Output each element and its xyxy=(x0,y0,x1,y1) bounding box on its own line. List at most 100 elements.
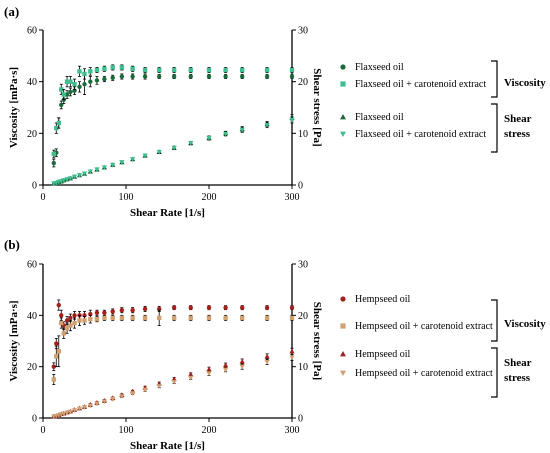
data-point xyxy=(59,87,64,92)
data-point xyxy=(223,67,228,73)
data-point xyxy=(64,318,70,323)
data-point xyxy=(142,153,148,159)
legend-marker-square xyxy=(340,323,346,329)
data-point xyxy=(264,122,270,128)
data-point xyxy=(119,74,125,79)
data-point xyxy=(206,135,212,141)
data-point xyxy=(264,74,270,79)
y-right-tick-label: 30 xyxy=(298,260,308,271)
data-point xyxy=(101,399,108,405)
data-point xyxy=(64,92,70,97)
data-point xyxy=(68,323,73,328)
group-label: Viscosity xyxy=(504,77,546,89)
data-point xyxy=(130,74,135,79)
data-point xyxy=(171,145,177,151)
legend-label: Flaxseed oil + carotenoid extract xyxy=(355,79,486,90)
data-point xyxy=(94,67,100,73)
data-point xyxy=(239,358,245,364)
legend-label: Flaxseed oil + carotenoid extract xyxy=(355,129,486,140)
data-point xyxy=(289,315,295,321)
y-axis-left-title: Viscosity [mPa·s] xyxy=(8,300,20,381)
data-point xyxy=(289,348,295,354)
data-point xyxy=(77,84,82,90)
data-point xyxy=(171,305,177,310)
data-point xyxy=(51,364,56,369)
data-point xyxy=(240,67,245,73)
data-point xyxy=(206,371,212,376)
series-square xyxy=(51,64,295,159)
data-point xyxy=(206,305,212,310)
data-point xyxy=(54,354,59,359)
data-point xyxy=(56,302,61,308)
data-point xyxy=(264,315,270,321)
data-point xyxy=(71,408,78,413)
data-point xyxy=(188,305,193,310)
data-point xyxy=(64,177,70,182)
data-point xyxy=(206,74,212,79)
data-point xyxy=(110,309,115,314)
data-point xyxy=(87,169,93,175)
data-point xyxy=(264,353,270,359)
y-left-tick-label: 20 xyxy=(27,129,37,140)
data-point xyxy=(56,349,61,354)
data-point xyxy=(67,409,73,415)
data-point xyxy=(71,174,78,180)
data-point xyxy=(64,325,70,331)
data-point xyxy=(102,310,107,315)
data-point xyxy=(130,157,136,162)
data-point xyxy=(264,305,270,310)
data-point xyxy=(223,74,228,79)
data-point xyxy=(223,131,229,137)
data-point xyxy=(54,125,59,131)
x-tick-label: 0 xyxy=(41,425,46,436)
y-left-tick-label: 40 xyxy=(27,77,37,88)
data-point xyxy=(61,331,66,336)
data-point xyxy=(81,171,88,177)
data-point xyxy=(223,362,229,368)
series-square xyxy=(51,309,295,386)
data-point xyxy=(206,366,212,372)
data-point xyxy=(81,405,88,410)
data-point xyxy=(188,375,194,381)
x-tick-label: 300 xyxy=(285,192,300,203)
data-point xyxy=(171,74,177,79)
data-point xyxy=(239,127,245,133)
data-point xyxy=(94,167,100,173)
data-point xyxy=(130,308,135,313)
data-point xyxy=(94,78,100,83)
data-point xyxy=(76,173,83,178)
data-point xyxy=(110,396,116,402)
data-point xyxy=(119,315,125,321)
data-point xyxy=(119,308,125,313)
panel-label: (a) xyxy=(4,4,19,19)
legend-marker-triangle-down xyxy=(340,131,346,137)
legend-label: Flaxseed oil xyxy=(355,112,404,123)
y-left-tick-label: 20 xyxy=(27,362,37,373)
legend-label: Hempseed oil xyxy=(355,294,410,305)
data-point xyxy=(51,151,56,157)
data-point xyxy=(61,178,67,183)
data-point xyxy=(101,165,108,171)
data-point xyxy=(206,67,212,73)
y-left-tick-label: 40 xyxy=(27,311,37,322)
data-point xyxy=(240,74,245,79)
data-point xyxy=(102,66,107,71)
legend-label: Flaxseed oil xyxy=(355,62,404,73)
data-point xyxy=(188,141,194,146)
data-point xyxy=(239,364,245,370)
data-point xyxy=(54,341,59,346)
data-point xyxy=(157,315,162,321)
data-point xyxy=(157,67,162,73)
data-point xyxy=(51,160,56,166)
data-point xyxy=(110,75,115,80)
data-point xyxy=(171,315,177,321)
group-label: stress xyxy=(504,128,531,140)
y-right-tick-label: 0 xyxy=(298,181,303,192)
data-point xyxy=(188,315,193,321)
data-point xyxy=(59,313,64,318)
data-point xyxy=(72,320,77,326)
data-point xyxy=(130,66,135,71)
